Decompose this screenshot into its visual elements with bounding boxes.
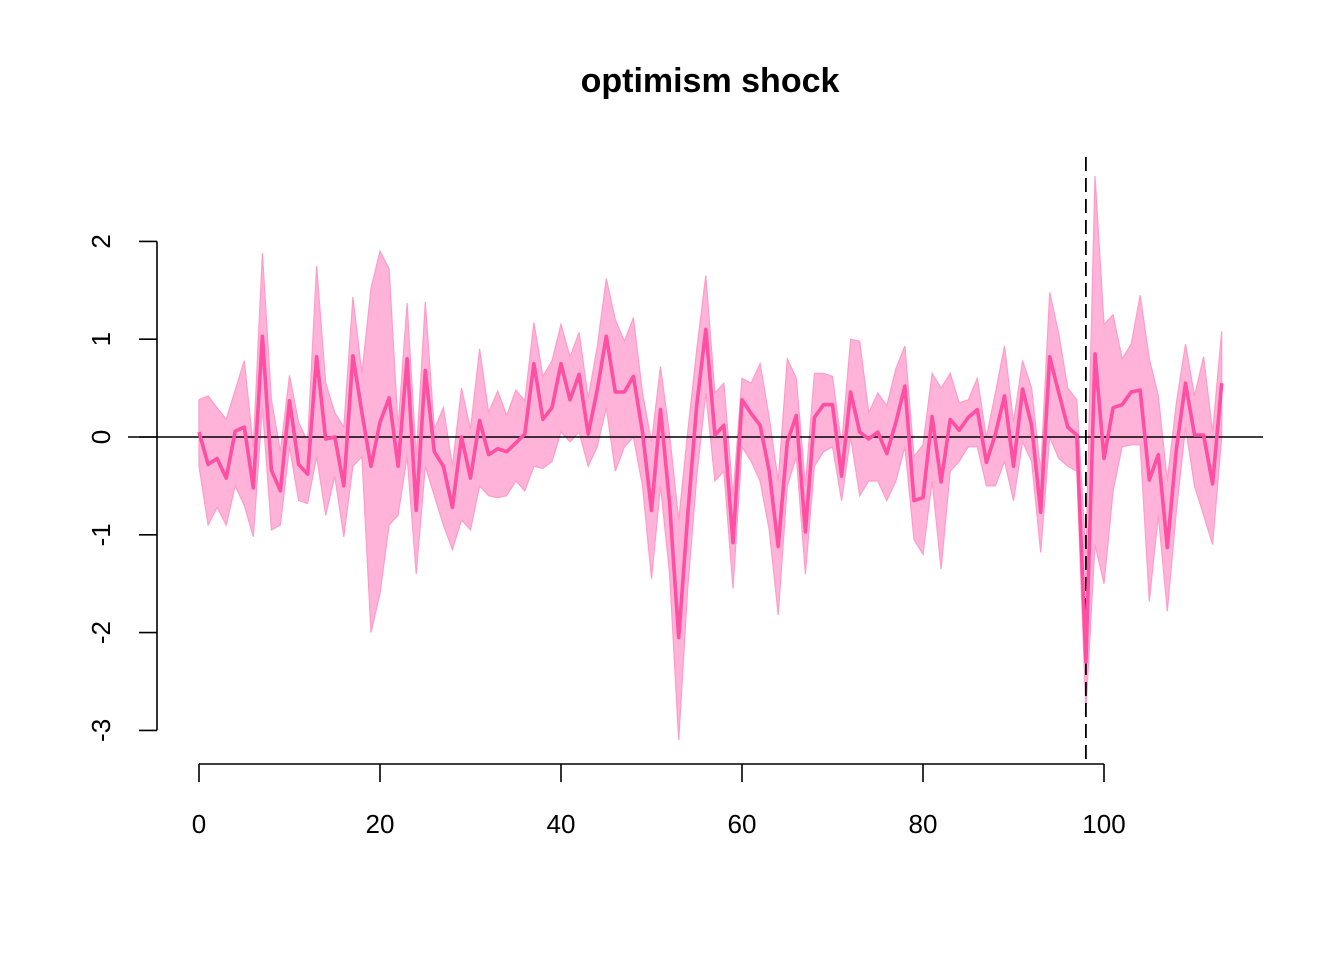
chart-title: optimism shock: [581, 62, 840, 100]
y-tick-label: 0: [86, 430, 116, 444]
plot-area: [128, 157, 1263, 765]
x-tick-label: 0: [192, 809, 206, 839]
x-tick-label: 60: [728, 809, 757, 839]
y-tick-label: -3: [86, 719, 116, 742]
y-tick-label: 1: [86, 332, 116, 346]
y-tick-label: -1: [86, 523, 116, 546]
x-tick-label: 100: [1082, 809, 1125, 839]
axes: 0 20 40 60 80 100 -3 -2 -1 0 1 2: [86, 234, 1126, 839]
y-tick-label: -2: [86, 621, 116, 644]
series-line: [197, 327, 1224, 664]
x-tick-label: 80: [909, 809, 938, 839]
confidence-band: [198, 175, 1223, 741]
x-tick-label: 40: [547, 809, 576, 839]
y-tick-label: 2: [86, 234, 116, 248]
x-tick-label: 20: [366, 809, 395, 839]
